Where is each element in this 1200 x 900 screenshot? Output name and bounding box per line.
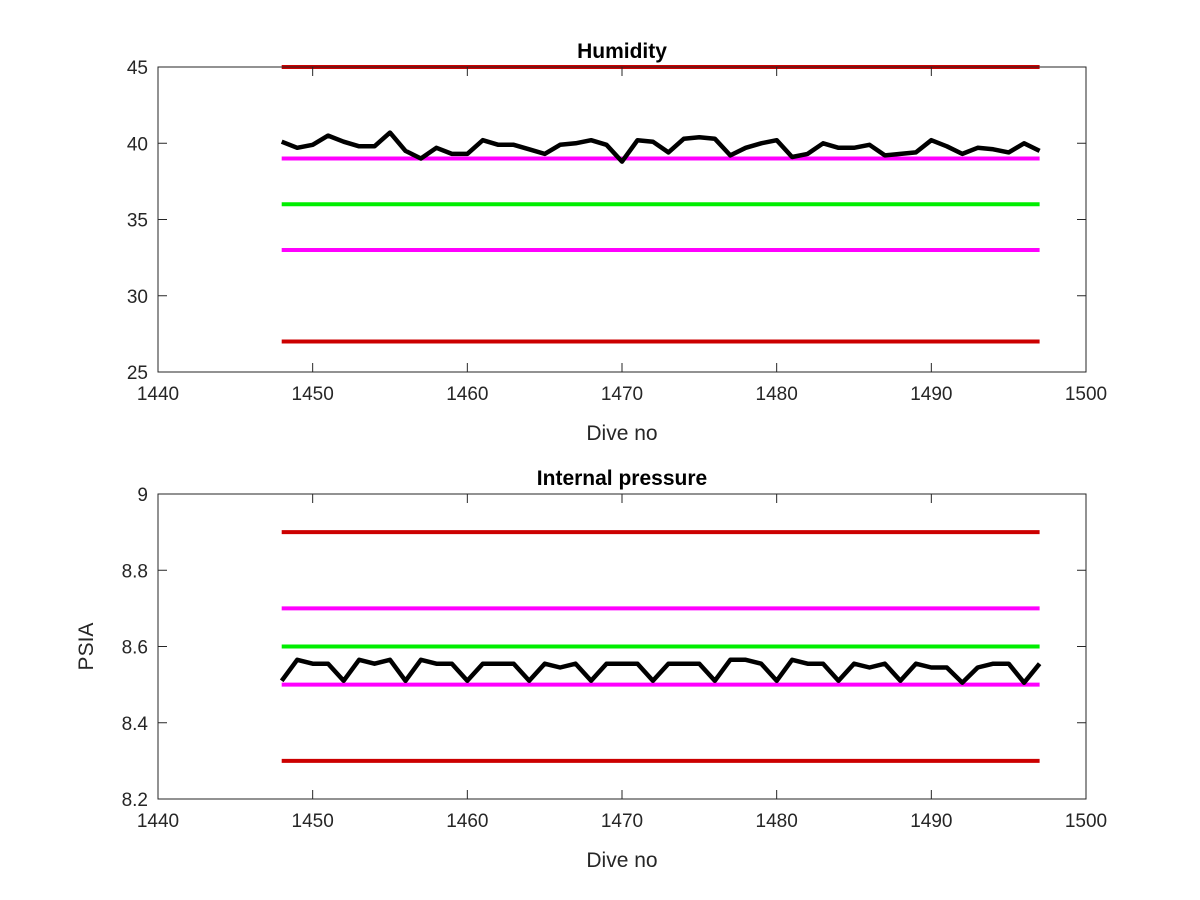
internal-pressure-ticks: 1440 1450 1460 1470 1480 1490 1500 8.2 8.4 8.6 8.8… (122, 485, 1108, 832)
internal-pressure-x-tick-label: 1480 (756, 811, 798, 832)
humidity-y-tick-label: 40 (127, 134, 148, 155)
internal-pressure-x-tick-label: 1460 (446, 811, 488, 832)
humidity-y-tick-label: 45 (127, 58, 148, 79)
internal-pressure-y-tick-label: 8.4 (122, 714, 149, 735)
internal-pressure-x-axis-label: Dive no (586, 849, 657, 872)
internal-pressure-x-tick-label: 1440 (137, 811, 179, 832)
humidity-x-tick-label: 1470 (601, 384, 643, 405)
internal-pressure-x-tick-label: 1490 (910, 811, 952, 832)
internal-pressure-y-tick-label: 8.2 (122, 790, 148, 811)
internal-pressure-y-tick-label: 8.8 (122, 561, 148, 582)
humidity-x-tick-label: 1450 (292, 384, 334, 405)
internal-pressure-title: Internal pressure (537, 467, 707, 490)
humidity-x-tick-label: 1460 (446, 384, 488, 405)
humidity-y-tick-label: 25 (127, 363, 148, 384)
humidity-x-tick-label: 1480 (756, 384, 798, 405)
humidity-y-tick-label: 35 (127, 211, 148, 232)
humidity-title: Humidity (577, 40, 667, 63)
humidity-x-axis-label: Dive no (586, 422, 657, 445)
humidity-ticks: 1440 1450 1460 1470 1480 1490 1500 25 30 35 40 45 (127, 58, 1107, 405)
internal-pressure-x-tick-label: 1450 (292, 811, 334, 832)
humidity-x-tick-label: 1440 (137, 384, 179, 405)
internal-pressure-y-axis-label: PSIA (75, 623, 98, 671)
internal-pressure-y-tick-label: 8.6 (122, 638, 148, 659)
humidity-series-line-5 (280, 130, 1041, 164)
internal-pressure-series-line-5 (279, 657, 1042, 685)
humidity-chart: 1440 1450 1460 1470 1480 1490 1500 25 30 35 40 45 H… (127, 40, 1107, 445)
internal-pressure-chart: 1440 1450 1460 1470 1480 1490 1500 8.2 8.4 8.6 8.8… (75, 467, 1107, 872)
internal-pressure-y-tick-label: 9 (137, 485, 148, 506)
humidity-x-tick-label: 1490 (910, 384, 952, 405)
humidity-y-tick-label: 30 (127, 287, 148, 308)
internal-pressure-series (279, 530, 1042, 763)
internal-pressure-x-tick-label: 1470 (601, 811, 643, 832)
internal-pressure-x-tick-label: 1500 (1065, 811, 1107, 832)
humidity-x-tick-label: 1500 (1065, 384, 1107, 405)
